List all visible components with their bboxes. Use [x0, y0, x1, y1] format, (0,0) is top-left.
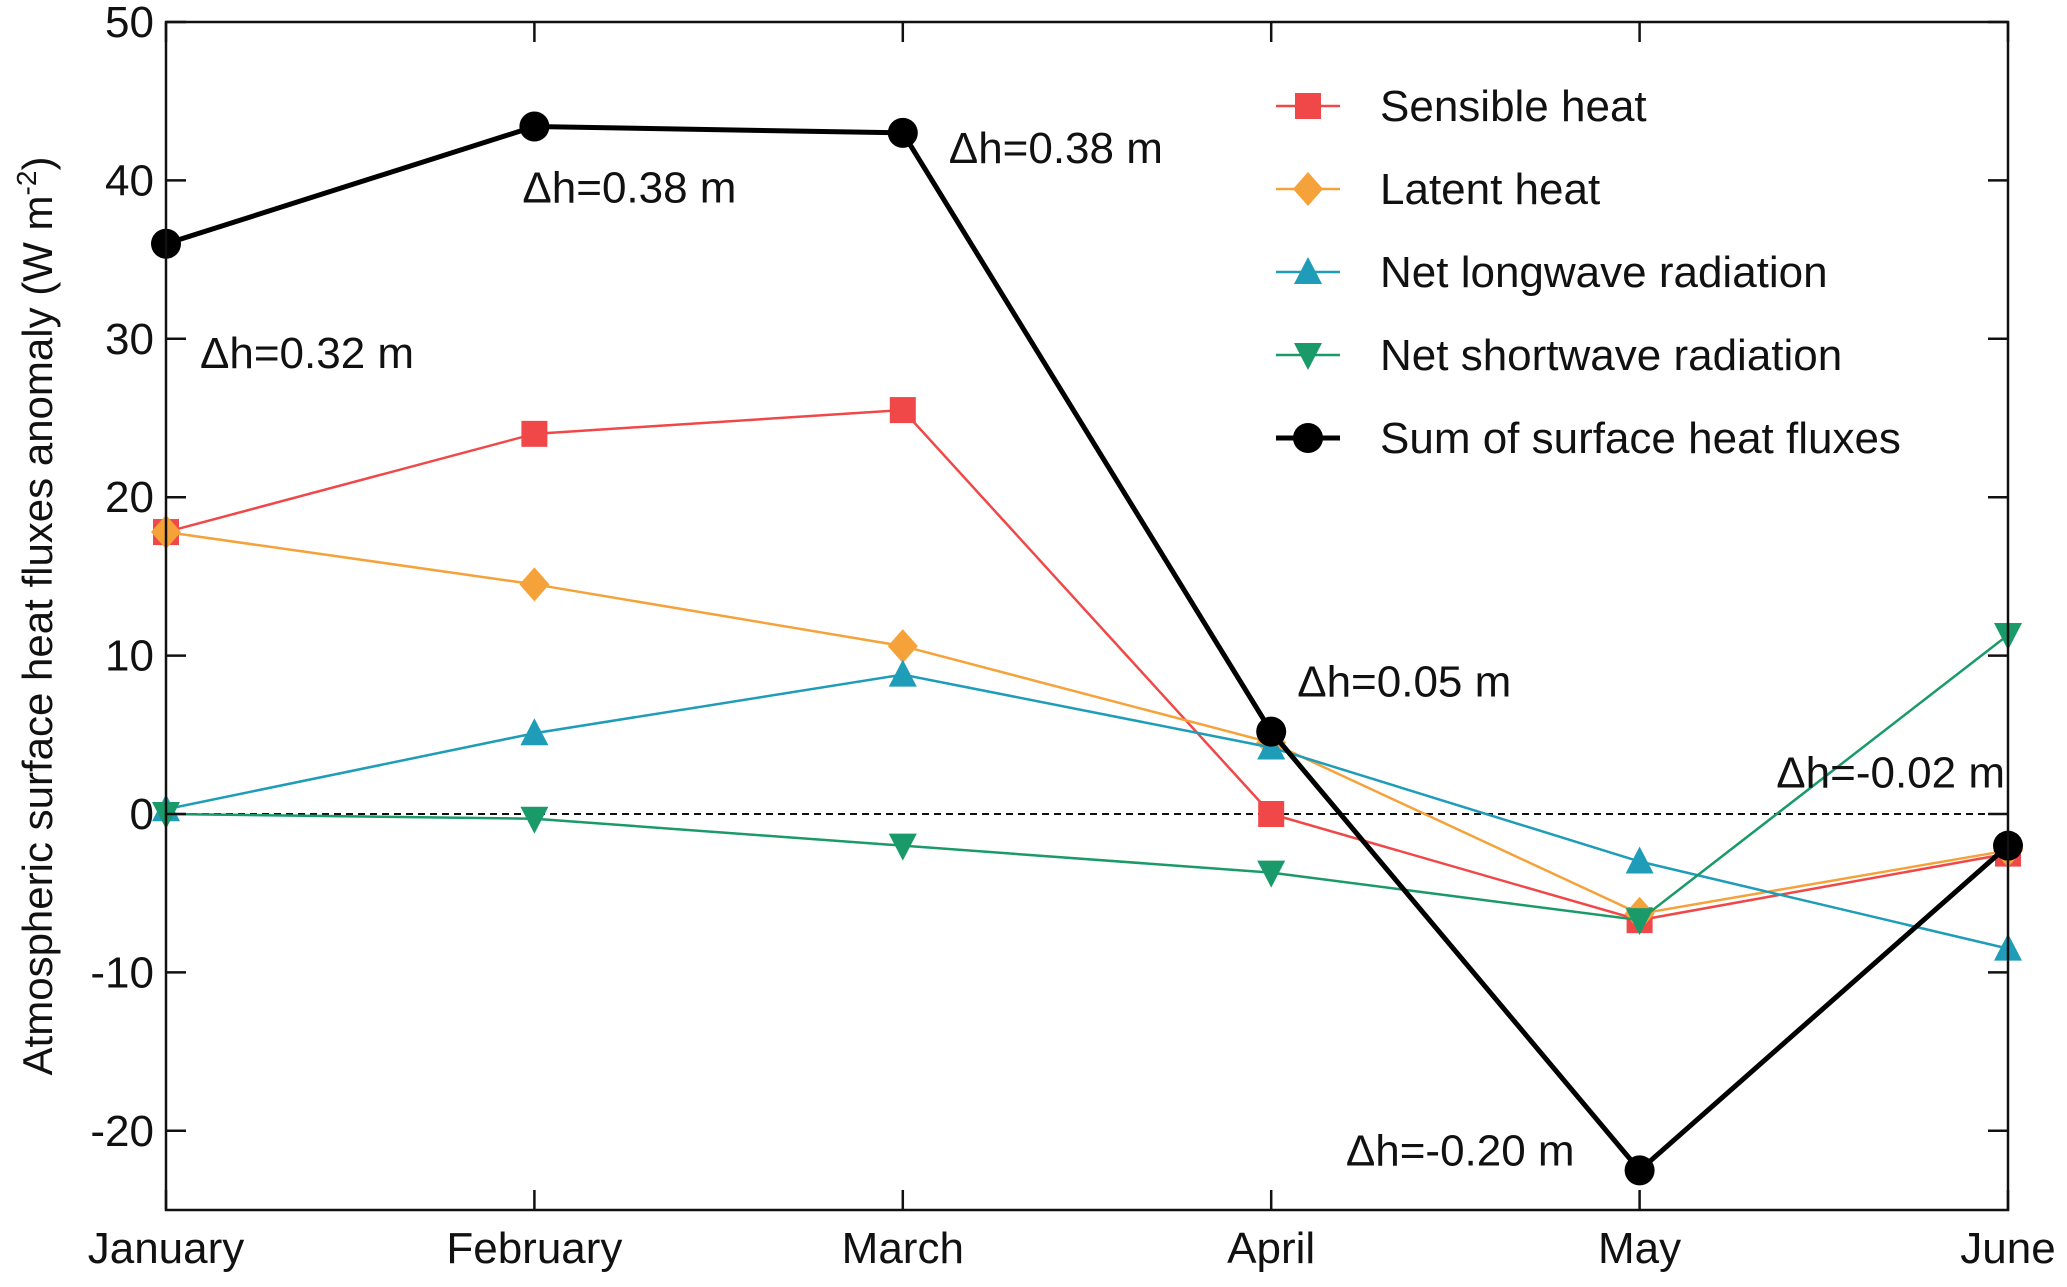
delta-h-annotation: Δh=0.38 m [949, 124, 1163, 173]
x-tick-label: February [446, 1224, 622, 1273]
data-point [1624, 1155, 1655, 1186]
data-point [520, 718, 549, 746]
data-point [888, 659, 917, 687]
data-point [887, 629, 918, 664]
legend-marker [1293, 172, 1323, 206]
legend-item: Net longwave radiation [1276, 248, 1828, 297]
delta-h-annotation: Δh=-0.02 m [1776, 749, 2005, 798]
series-sum-of-surface-heat-fluxes [151, 111, 2023, 1186]
legend-label: Net longwave radiation [1380, 248, 1828, 297]
legend-label: Latent heat [1380, 165, 1600, 214]
data-point [1258, 801, 1285, 827]
delta-h-annotation: Δh=0.32 m [200, 329, 414, 378]
series-line [165, 673, 2009, 950]
y-tick-label: -10 [90, 948, 154, 997]
legend-label: Net shortwave radiation [1380, 331, 1842, 380]
data-point [887, 117, 918, 148]
series-net-shortwave-radiation [152, 623, 2022, 936]
legend-label: Sum of surface heat fluxes [1380, 414, 1901, 463]
x-tick-label: April [1227, 1224, 1315, 1273]
data-point [520, 806, 549, 834]
data-point [888, 833, 917, 861]
legend-item: Sensible heat [1276, 82, 1647, 131]
legend: Sensible heat Latent heat Net longwave rad… [1276, 82, 1901, 463]
series-line [165, 634, 2009, 922]
y-tick-label: 40 [105, 156, 154, 205]
data-point [521, 420, 548, 447]
series-line [165, 530, 2009, 916]
x-tick-label: January [88, 1224, 245, 1273]
legend-marker [1294, 343, 1322, 370]
x-tick-label: March [842, 1224, 964, 1273]
legend-marker [1294, 257, 1322, 284]
legend-marker [1295, 93, 1321, 119]
data-point [519, 111, 550, 142]
y-tick-label: 50 [105, 0, 154, 47]
data-point [1256, 716, 1287, 747]
series-line [165, 408, 2009, 922]
data-point [889, 397, 916, 424]
delta-h-annotation: Δh=0.38 m [522, 164, 736, 213]
series-latent-heat [151, 515, 2023, 931]
plot-marks: Δh=0.32 m Δh=0.38 m Δh=0.38 m Δh=0.05 m Δh=-… [151, 111, 2023, 1186]
y-tick-label: -20 [90, 1107, 154, 1156]
y-tick-label: 20 [105, 473, 154, 522]
data-point [1257, 860, 1286, 888]
delta-h-annotation: Δh=0.05 m [1297, 658, 1511, 707]
legend-item: Net shortwave radiation [1276, 331, 1842, 380]
x-tick-label: May [1598, 1224, 1681, 1273]
legend-label: Sensible heat [1380, 82, 1647, 131]
y-axis-label: Atmospheric surface heat fluxes anomaly … [11, 157, 61, 1076]
data-point [1625, 908, 1654, 936]
plot-frame [164, 20, 2010, 1212]
series-line [165, 124, 2010, 1174]
y-tick-label: 10 [105, 632, 154, 681]
series-net-longwave-radiation [152, 659, 2022, 961]
delta-h-annotation: Δh=-0.20 m [1346, 1126, 1575, 1175]
legend-item: Latent heat [1276, 165, 1600, 214]
y-tick-label: 0 [130, 790, 154, 839]
data-point [1625, 846, 1654, 874]
legend-marker [1293, 423, 1323, 453]
data-point [519, 567, 550, 602]
y-tick-label: 30 [105, 315, 154, 364]
axes: -20 -10 0 10 20 30 40 50 January February March Apr… [88, 0, 2056, 1273]
series-sensible-heat [153, 397, 2021, 934]
legend-item: Sum of surface heat fluxes [1276, 414, 1901, 463]
x-tick-label: June [1960, 1224, 2055, 1273]
